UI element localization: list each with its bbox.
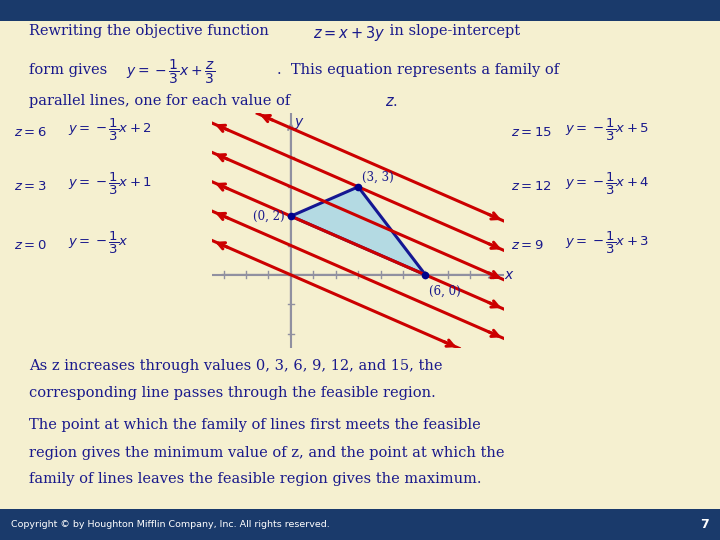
Text: .  This equation represents a family of: . This equation represents a family of xyxy=(277,63,559,77)
Text: corresponding line passes through the feasible region.: corresponding line passes through the fe… xyxy=(29,386,436,400)
Text: $y = -\dfrac{1}{3}x + 4$: $y = -\dfrac{1}{3}x + 4$ xyxy=(565,171,649,197)
Text: $y = -\dfrac{1}{3}x + 1$: $y = -\dfrac{1}{3}x + 1$ xyxy=(68,171,153,197)
Text: region gives the minimum value of z, and the point at which the: region gives the minimum value of z, and… xyxy=(29,446,504,460)
Bar xyxy=(0,0,720,21)
Text: form gives: form gives xyxy=(29,63,117,77)
Polygon shape xyxy=(291,187,426,275)
Text: The point at which the family of lines first meets the feasible: The point at which the family of lines f… xyxy=(29,418,480,433)
Text: $z = 9$: $z = 9$ xyxy=(511,239,544,252)
Text: in slope-intercept: in slope-intercept xyxy=(385,24,521,38)
Text: $z$.: $z$. xyxy=(385,94,398,109)
Text: $z = 12$: $z = 12$ xyxy=(511,180,552,193)
Text: $z = 0$: $z = 0$ xyxy=(14,239,48,252)
Text: $z = 15$: $z = 15$ xyxy=(511,126,552,139)
Text: $y = -\dfrac{1}{3}x + \dfrac{z}{3}$: $y = -\dfrac{1}{3}x + \dfrac{z}{3}$ xyxy=(126,58,215,86)
Text: $z = x + 3y$: $z = x + 3y$ xyxy=(313,24,386,43)
Text: $y = -\dfrac{1}{3}x + 2$: $y = -\dfrac{1}{3}x + 2$ xyxy=(68,117,153,143)
Text: As z increases through values 0, 3, 6, 9, 12, and 15, the: As z increases through values 0, 3, 6, 9… xyxy=(29,359,442,373)
Text: $y = -\dfrac{1}{3}x$: $y = -\dfrac{1}{3}x$ xyxy=(68,230,129,256)
Text: $y$: $y$ xyxy=(294,116,305,131)
Text: family of lines leaves the feasible region gives the maximum.: family of lines leaves the feasible regi… xyxy=(29,472,481,487)
Text: $z = 3$: $z = 3$ xyxy=(14,180,47,193)
Text: 7: 7 xyxy=(701,518,709,531)
Text: $y = -\dfrac{1}{3}x + 3$: $y = -\dfrac{1}{3}x + 3$ xyxy=(565,230,649,256)
Bar xyxy=(0,509,720,540)
Text: (3, 3): (3, 3) xyxy=(361,171,393,184)
Text: $x$: $x$ xyxy=(504,268,515,282)
Text: parallel lines, one for each value of: parallel lines, one for each value of xyxy=(29,94,300,109)
Text: $y = -\dfrac{1}{3}x + 5$: $y = -\dfrac{1}{3}x + 5$ xyxy=(565,117,649,143)
Text: (0, 2): (0, 2) xyxy=(253,210,284,222)
Text: Copyright © by Houghton Mifflin Company, Inc. All rights reserved.: Copyright © by Houghton Mifflin Company,… xyxy=(11,521,330,529)
Text: (6, 0): (6, 0) xyxy=(429,285,461,298)
Text: $z = 6$: $z = 6$ xyxy=(14,126,48,139)
Text: Rewriting the objective function: Rewriting the objective function xyxy=(29,24,278,38)
